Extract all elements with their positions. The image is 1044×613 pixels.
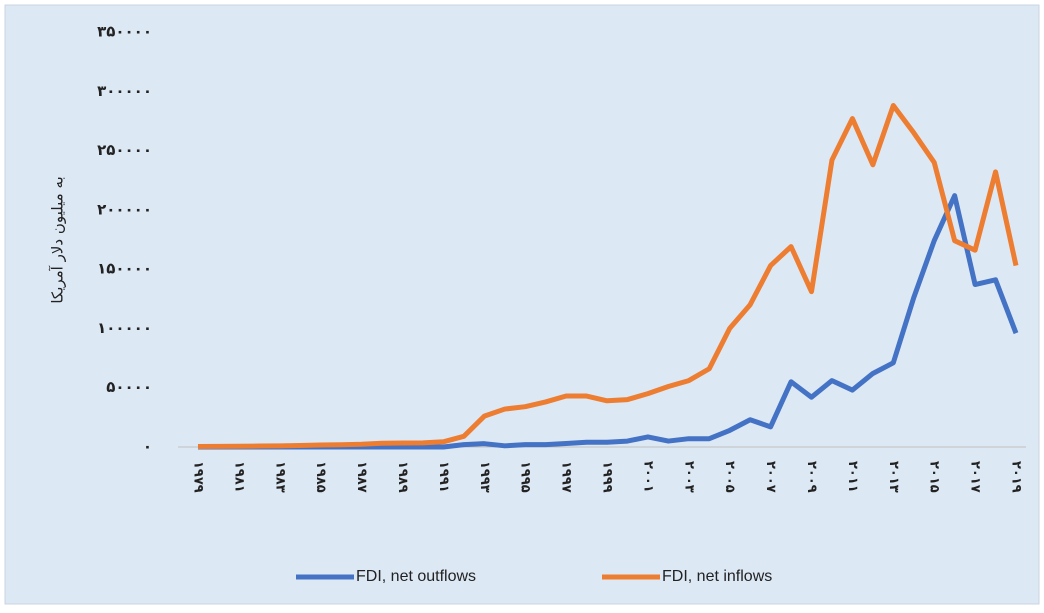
x-tick-label: ۲۰۱۷ <box>968 461 983 493</box>
x-tick-label: ۱۹۷۹ <box>191 461 206 493</box>
x-tick-label: ۲۰۰۳ <box>681 461 696 493</box>
y-axis-label: به میلیون دلار آمریکا <box>49 176 67 303</box>
y-tick-label: ۲۰۰۰۰۰ <box>97 200 152 218</box>
x-tick-label: ۱۹۹۳ <box>477 461 492 493</box>
x-tick-label: ۲۰۰۷ <box>763 461 778 493</box>
y-tick-label: ۳۵۰۰۰۰ <box>97 23 152 41</box>
x-tick-label: ۱۹۹۷ <box>559 461 574 493</box>
y-tick-label: ۱۰۰۰۰۰ <box>97 319 152 337</box>
x-tick-label: ۱۹۸۳ <box>272 461 287 493</box>
x-tick-label: ۲۰۰۵ <box>722 461 737 493</box>
x-tick-label: ۱۹۹۵ <box>518 461 533 493</box>
y-tick-label: ۲۵۰۰۰۰ <box>97 141 152 159</box>
data-line <box>197 103 1019 450</box>
x-tick-label: ۲۰۱۱ <box>845 461 860 493</box>
y-tick-label: ۱۵۰۰۰۰ <box>97 260 152 278</box>
x-tick-label: ۱۹۸۹ <box>395 461 410 493</box>
legend-label: FDI, net inflows <box>662 568 772 585</box>
y-tick-label: ۰ <box>143 438 152 456</box>
x-tick-label: ۱۹۸۵ <box>313 461 328 493</box>
x-tick-label: ۲۰۰۱ <box>640 461 655 493</box>
x-tick-label: ۱۹۹۹ <box>600 461 615 493</box>
x-tick-label: ۲۰۱۹ <box>1009 461 1024 493</box>
chart-background <box>4 4 1040 605</box>
y-tick-label: ۳۰۰۰۰۰ <box>97 82 152 100</box>
x-tick-label: ۱۹۹۱ <box>436 461 451 493</box>
x-tick-label: ۲۰۰۹ <box>804 461 819 493</box>
x-tick-label: ۲۰۱۳ <box>886 461 901 493</box>
legend-label: FDI, net outflows <box>356 568 476 585</box>
x-tick-label: ۱۹۸۷ <box>354 461 369 493</box>
y-tick-label: ۵۰۰۰۰ <box>106 378 152 396</box>
x-tick-label: ۱۹۸۱ <box>231 461 246 493</box>
x-tick-label: ۲۰۱۵ <box>927 461 942 493</box>
